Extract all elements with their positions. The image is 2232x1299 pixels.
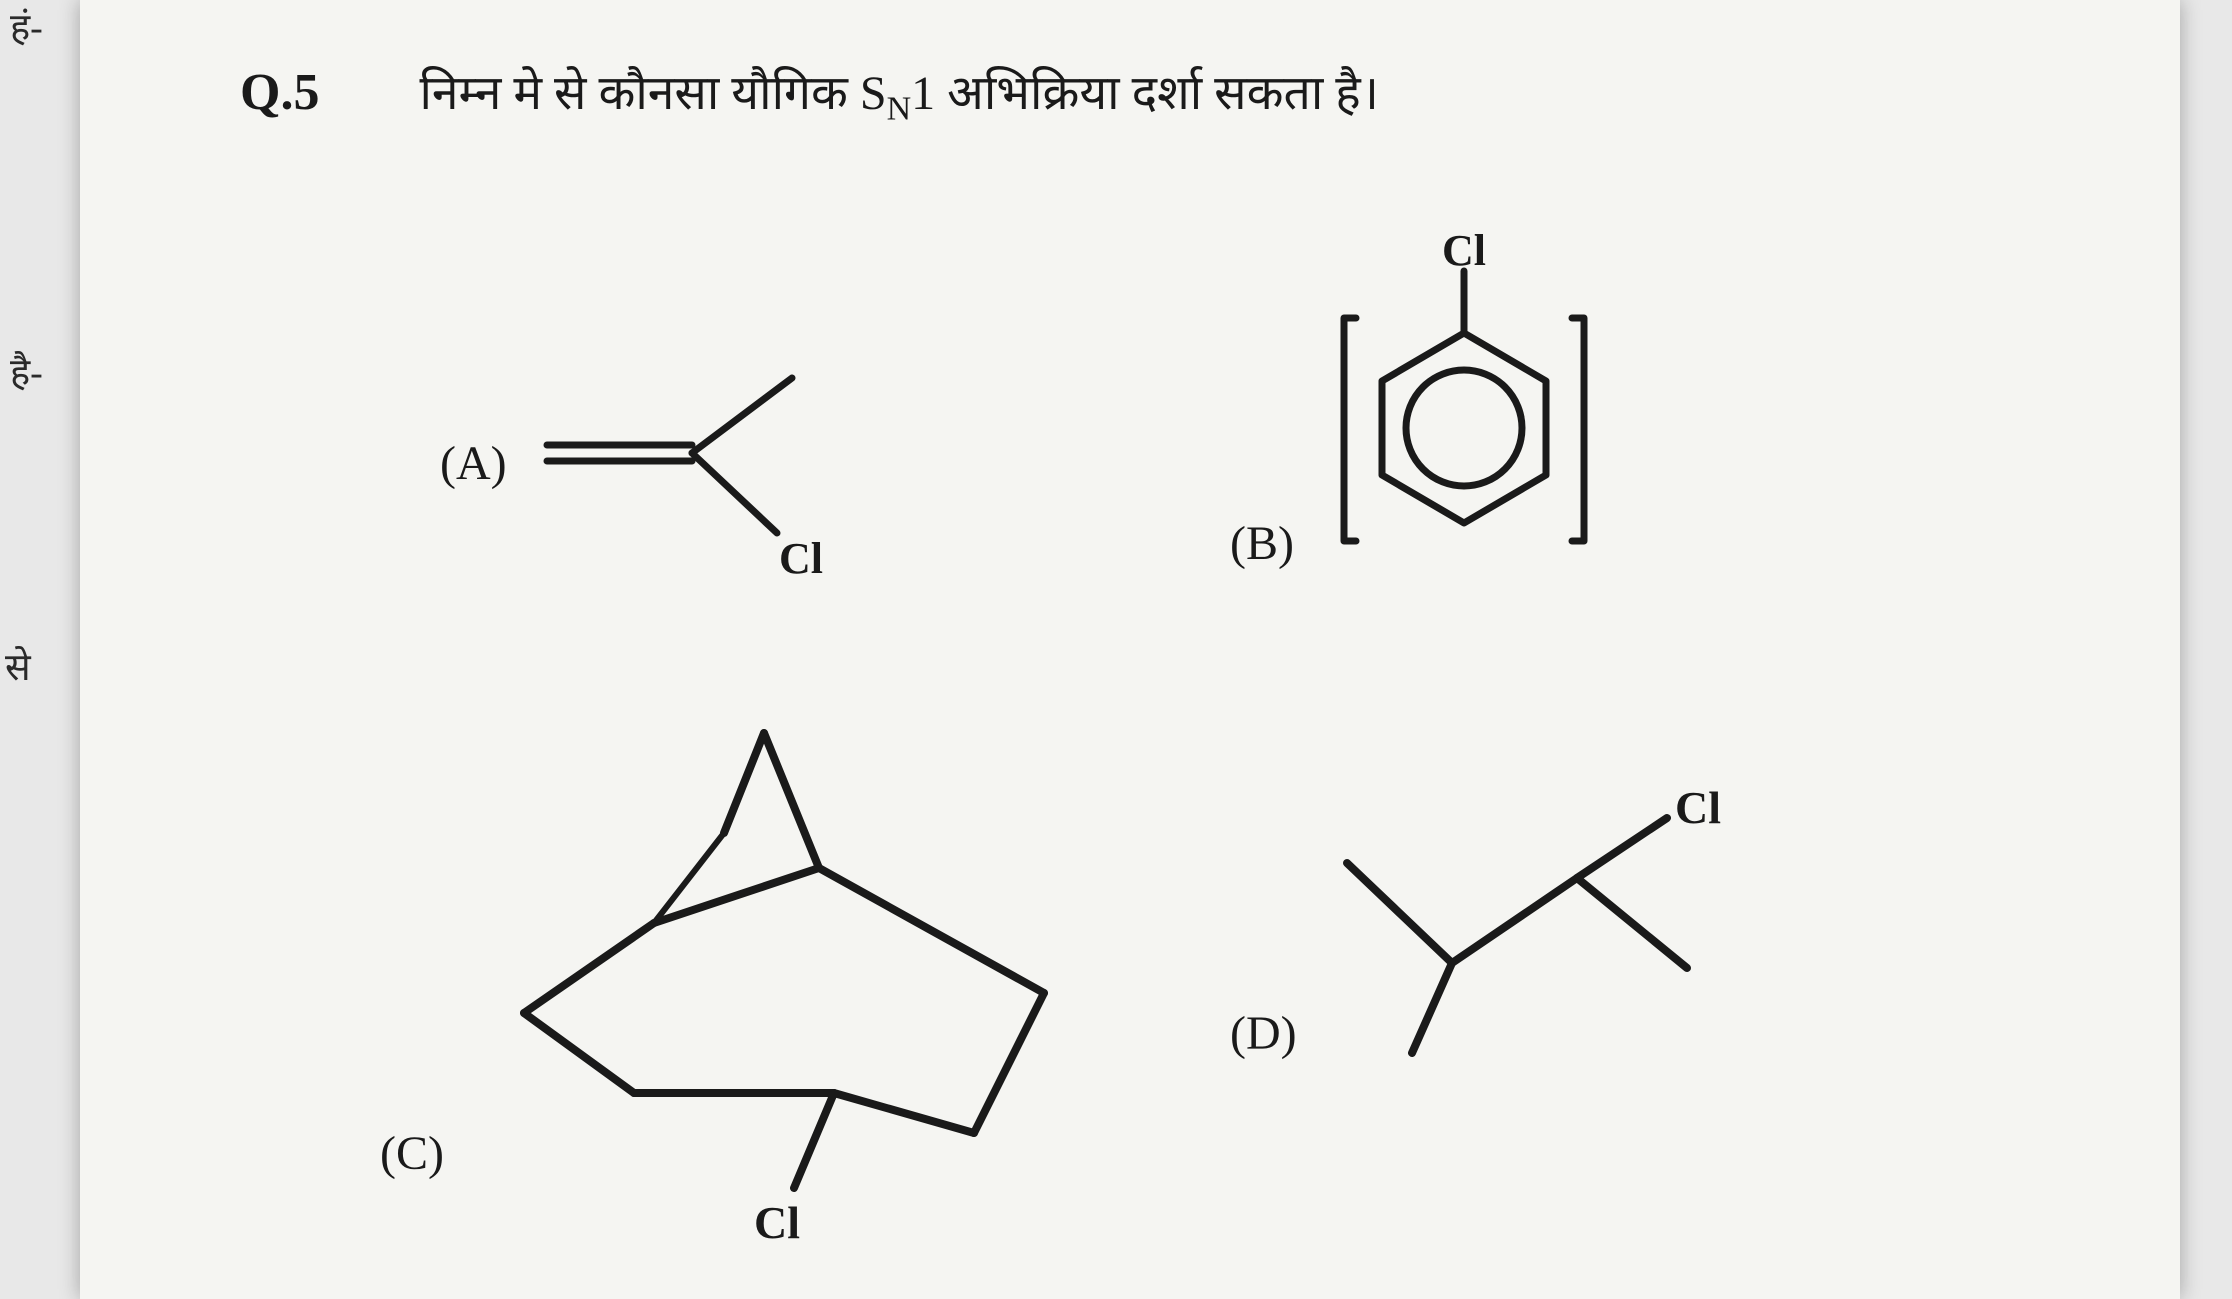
option-a-label: (A) [440, 436, 507, 491]
cl-label-d: Cl [1675, 783, 1721, 833]
question-text-pre: निम्न मे से कौनसा यौगिक S [419, 67, 886, 120]
margin-text-2: है- [10, 345, 43, 397]
structure-b-icon: Cl [1314, 223, 1614, 583]
left-margin-fragments: हं- है- से [0, 0, 70, 1299]
option-b-label: (B) [1230, 516, 1294, 571]
question-header: Q.5 निम्न मे से कौनसा यौगिक SN1 अभिक्रिय… [240, 60, 2120, 133]
question-text-sub: N [887, 91, 912, 128]
cl-label-b: Cl [1442, 226, 1486, 275]
cl-label-c: Cl [754, 1197, 800, 1248]
page-container: Q.5 निम्न मे से कौनसा यौगिक SN1 अभिक्रिय… [80, 0, 2180, 1299]
structure-d-icon: Cl [1317, 783, 1797, 1083]
option-d-label: (D) [1230, 1006, 1297, 1061]
question-text: निम्न मे से कौनसा यौगिक SN1 अभिक्रिया दर… [419, 60, 1378, 133]
structure-a-icon: Cl [527, 333, 867, 593]
option-c: (C) [380, 693, 1164, 1253]
option-d: (D) Cl [1230, 783, 1797, 1083]
question-text-post: 1 अभिक्रिया दर्शा सकता है। [911, 67, 1379, 120]
structure-c-icon: Cl [464, 693, 1164, 1253]
options-container: (A) Cl (B) [380, 223, 2080, 1223]
option-b: (B) Cl [1230, 223, 1614, 583]
margin-text-3: से [5, 640, 31, 692]
option-a: (A) Cl [440, 333, 867, 593]
margin-text-1: हं- [10, 0, 43, 52]
cl-label-a: Cl [779, 534, 823, 583]
question-number: Q.5 [240, 63, 319, 122]
option-c-label: (C) [380, 1126, 444, 1181]
